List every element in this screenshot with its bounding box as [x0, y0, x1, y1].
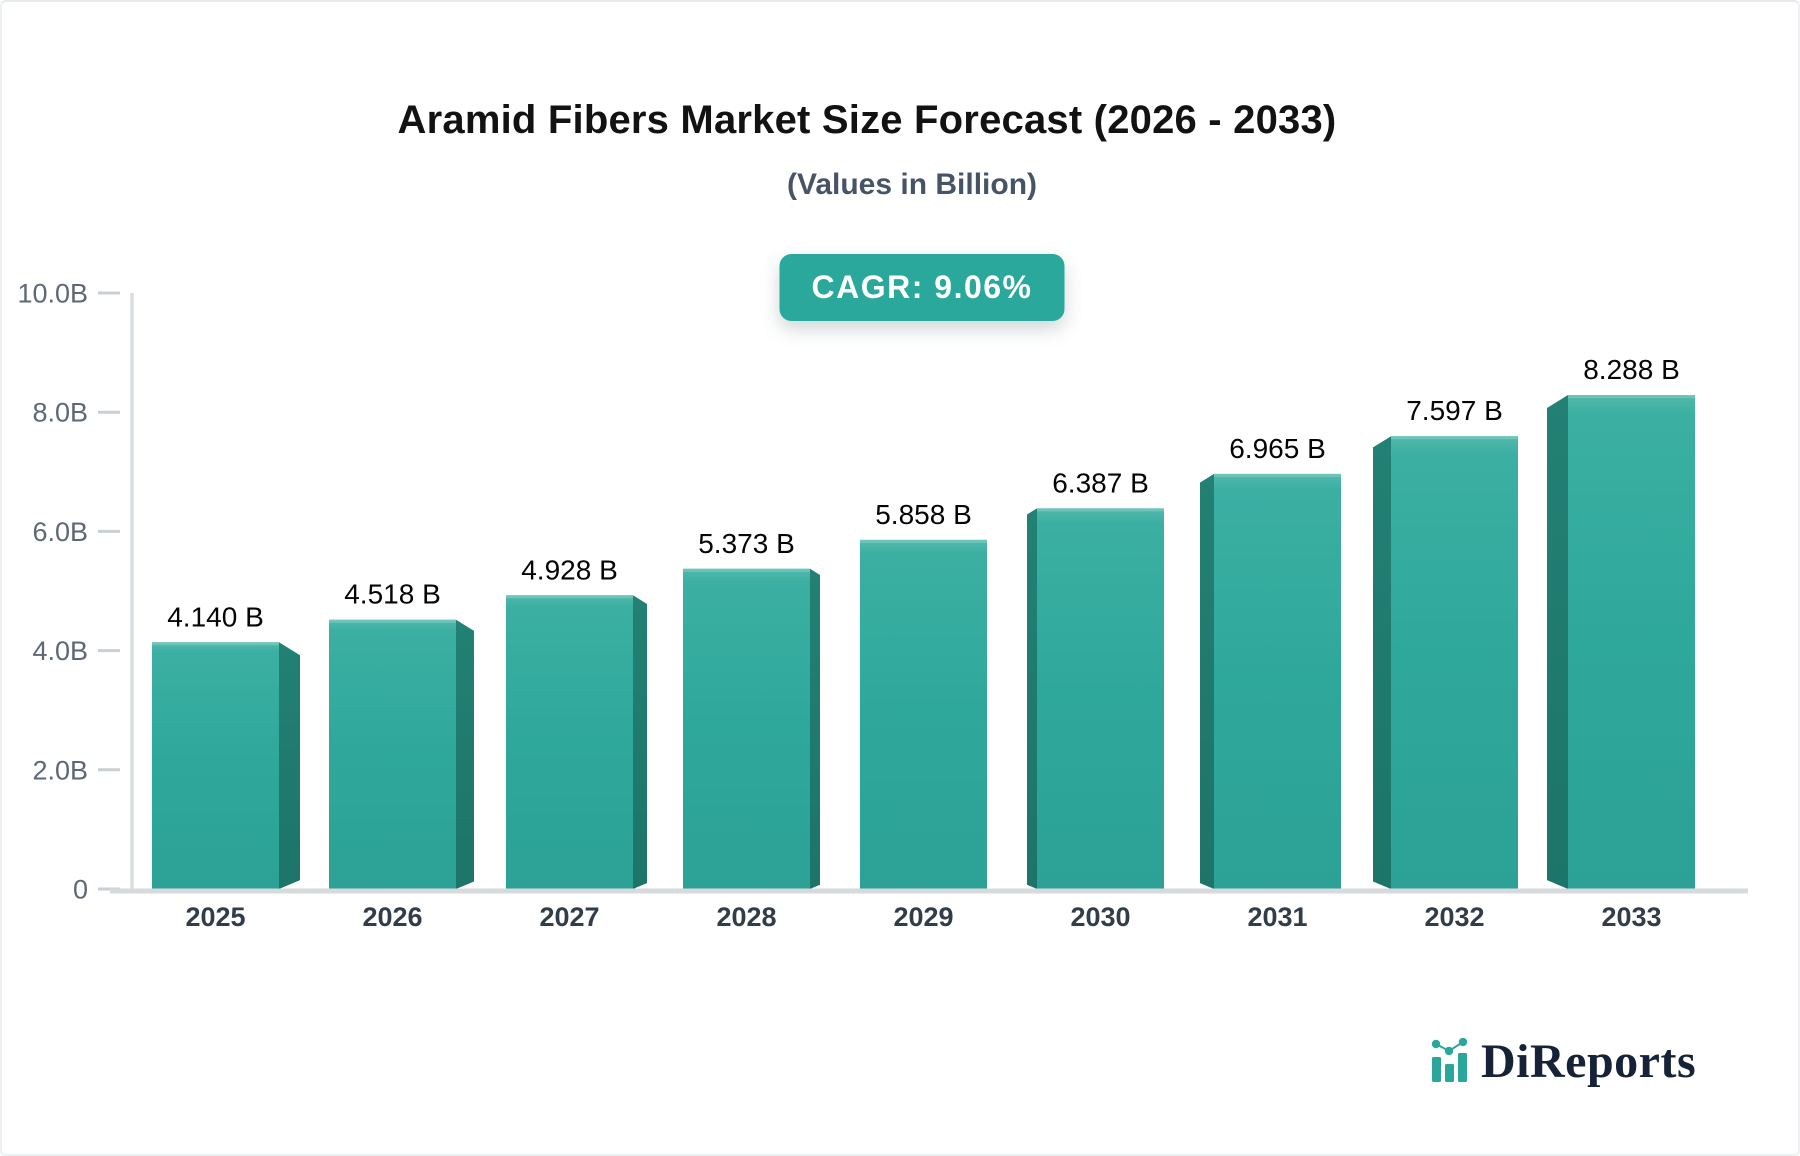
- bar-face: [506, 595, 633, 889]
- bar-side-face: [1373, 436, 1391, 889]
- bar-side-face: [633, 595, 647, 889]
- x-axis-label: 2025: [185, 902, 245, 932]
- page-title: Aramid Fibers Market Size Forecast (2026…: [397, 98, 1337, 142]
- bar-side-face: [810, 568, 820, 889]
- brand-logo: DiReports: [1430, 1038, 1696, 1086]
- x-axis-label: 2029: [893, 902, 953, 932]
- bar-value-label: 8.288 B: [1583, 354, 1680, 385]
- bar-face: [152, 642, 279, 889]
- bar-side-face: [1547, 395, 1568, 889]
- bar-face: [1568, 395, 1695, 889]
- bar-value-label: 5.858 B: [875, 499, 972, 530]
- bar-value-label: 4.518 B: [344, 579, 441, 610]
- bar-value-label: 7.597 B: [1406, 395, 1503, 426]
- y-tick-label: 0: [73, 874, 88, 904]
- bar-face: [1214, 473, 1341, 889]
- bar-side-face: [1200, 473, 1214, 889]
- bar-value-label: 4.928 B: [521, 554, 618, 585]
- y-tick-label: 10.0B: [17, 278, 88, 308]
- bar-value-label: 6.387 B: [1052, 467, 1149, 498]
- bar-face: [683, 568, 810, 889]
- brand-logo-text: DiReports: [1481, 1035, 1697, 1088]
- direports-logo-icon: [1431, 1038, 1468, 1082]
- bar-side-face: [279, 642, 300, 889]
- bar-side-face: [1027, 508, 1037, 889]
- x-axis-label: 2031: [1247, 902, 1307, 932]
- x-axis-label: 2028: [716, 902, 776, 932]
- bar-side-face: [456, 619, 474, 889]
- y-tick-label: 8.0B: [32, 398, 88, 428]
- x-axis-label: 2026: [362, 902, 422, 932]
- bar-value-label: 6.965 B: [1229, 433, 1326, 464]
- x-axis-label: 2027: [539, 902, 599, 932]
- bar-value-label: 5.373 B: [698, 528, 795, 559]
- bar-face: [860, 539, 987, 889]
- chart-subtitle: (Values in Billion): [786, 168, 1038, 201]
- y-tick-label: 2.0B: [32, 755, 88, 785]
- cagr-badge: CAGR: 9.06%: [779, 254, 1065, 321]
- bar-face: [329, 619, 456, 889]
- x-axis-label: 2030: [1070, 902, 1130, 932]
- x-axis-label: 2033: [1601, 902, 1661, 932]
- y-tick-label: 4.0B: [32, 636, 88, 666]
- bar-face: [1391, 436, 1518, 889]
- x-axis-label: 2032: [1424, 902, 1484, 932]
- y-tick-label: 6.0B: [32, 517, 88, 547]
- bar-face: [1037, 508, 1164, 889]
- bar-value-label: 4.140 B: [167, 601, 264, 632]
